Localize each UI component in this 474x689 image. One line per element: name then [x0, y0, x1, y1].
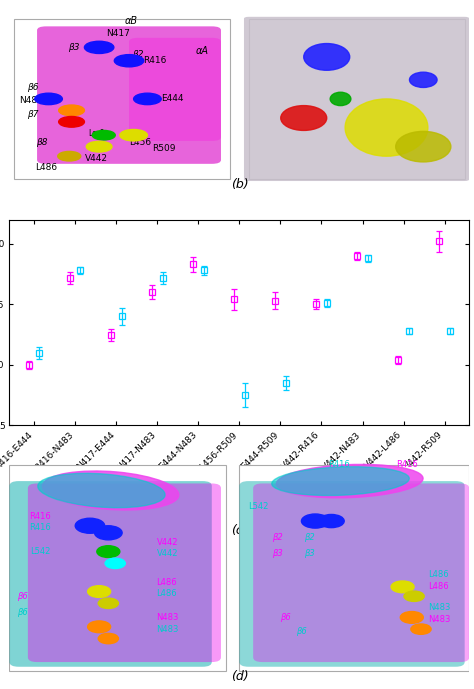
Text: αA: αA — [196, 46, 209, 56]
Text: β3: β3 — [304, 549, 314, 558]
Text: (d): (d) — [230, 670, 248, 683]
Ellipse shape — [276, 464, 423, 498]
Text: L486: L486 — [428, 570, 448, 579]
FancyBboxPatch shape — [248, 19, 465, 179]
Circle shape — [120, 130, 147, 141]
Ellipse shape — [345, 99, 428, 156]
Circle shape — [92, 130, 115, 140]
FancyBboxPatch shape — [9, 481, 212, 667]
Text: R416: R416 — [328, 460, 350, 469]
Circle shape — [84, 41, 114, 54]
Circle shape — [97, 546, 120, 557]
Text: N417: N417 — [106, 30, 130, 39]
Text: L542: L542 — [30, 547, 51, 556]
Text: Lα,β: Lα,β — [89, 129, 105, 138]
Circle shape — [105, 558, 125, 568]
FancyBboxPatch shape — [239, 481, 465, 667]
FancyBboxPatch shape — [239, 464, 469, 672]
Ellipse shape — [330, 92, 351, 105]
Circle shape — [75, 518, 105, 533]
FancyBboxPatch shape — [14, 19, 230, 179]
Ellipse shape — [281, 105, 327, 130]
Circle shape — [59, 105, 84, 116]
Text: R416: R416 — [143, 56, 166, 65]
Text: (b): (b) — [230, 178, 248, 191]
Text: β2: β2 — [272, 533, 283, 542]
Circle shape — [86, 141, 112, 152]
Text: β3: β3 — [68, 43, 80, 52]
Text: β8: β8 — [36, 138, 47, 147]
Ellipse shape — [42, 471, 179, 510]
Circle shape — [391, 581, 414, 593]
Ellipse shape — [396, 132, 451, 162]
Circle shape — [59, 116, 84, 127]
FancyBboxPatch shape — [253, 484, 469, 662]
Text: L486: L486 — [35, 163, 57, 172]
Text: V442: V442 — [156, 549, 178, 558]
Text: L456: L456 — [129, 138, 151, 147]
Text: L486: L486 — [156, 589, 177, 598]
Circle shape — [88, 621, 110, 633]
Text: β6: β6 — [27, 83, 38, 92]
Text: β6: β6 — [17, 608, 28, 617]
Text: β2: β2 — [304, 533, 314, 542]
Circle shape — [98, 633, 118, 644]
Text: β2: β2 — [132, 50, 144, 59]
Text: (c): (c) — [231, 524, 248, 537]
Circle shape — [94, 526, 122, 540]
Circle shape — [88, 586, 110, 597]
Text: β6: β6 — [17, 592, 28, 601]
Text: R416: R416 — [29, 512, 51, 521]
Text: L542: L542 — [248, 502, 269, 511]
FancyBboxPatch shape — [28, 484, 221, 662]
FancyBboxPatch shape — [37, 26, 221, 164]
Text: R416: R416 — [396, 460, 418, 469]
Text: L486: L486 — [428, 582, 448, 591]
Circle shape — [400, 612, 423, 624]
Ellipse shape — [304, 43, 350, 70]
Text: β7: β7 — [27, 110, 38, 119]
Circle shape — [114, 54, 144, 67]
Text: N483: N483 — [428, 615, 450, 624]
Circle shape — [301, 514, 329, 528]
Text: N483: N483 — [18, 96, 43, 105]
Circle shape — [134, 93, 161, 105]
Text: R509: R509 — [152, 144, 175, 153]
Text: β3: β3 — [272, 549, 283, 558]
Text: N483: N483 — [428, 604, 450, 613]
Text: V442: V442 — [156, 537, 178, 546]
Text: V442: V442 — [85, 154, 109, 163]
Circle shape — [35, 93, 63, 105]
Circle shape — [411, 624, 431, 635]
Ellipse shape — [38, 473, 165, 508]
Text: αB: αB — [125, 16, 138, 25]
Text: N483: N483 — [156, 613, 179, 621]
Ellipse shape — [272, 466, 409, 495]
Circle shape — [319, 515, 344, 528]
Text: R416: R416 — [29, 524, 51, 533]
FancyBboxPatch shape — [129, 38, 221, 141]
Text: β6: β6 — [296, 627, 307, 636]
Circle shape — [58, 152, 81, 161]
FancyBboxPatch shape — [244, 17, 469, 181]
Text: β6: β6 — [280, 613, 291, 621]
Text: E444: E444 — [161, 94, 184, 103]
FancyBboxPatch shape — [9, 464, 226, 672]
Text: L486: L486 — [156, 577, 177, 586]
Text: N483: N483 — [156, 624, 179, 633]
Circle shape — [404, 591, 424, 601]
Ellipse shape — [410, 72, 437, 88]
Circle shape — [98, 598, 118, 608]
